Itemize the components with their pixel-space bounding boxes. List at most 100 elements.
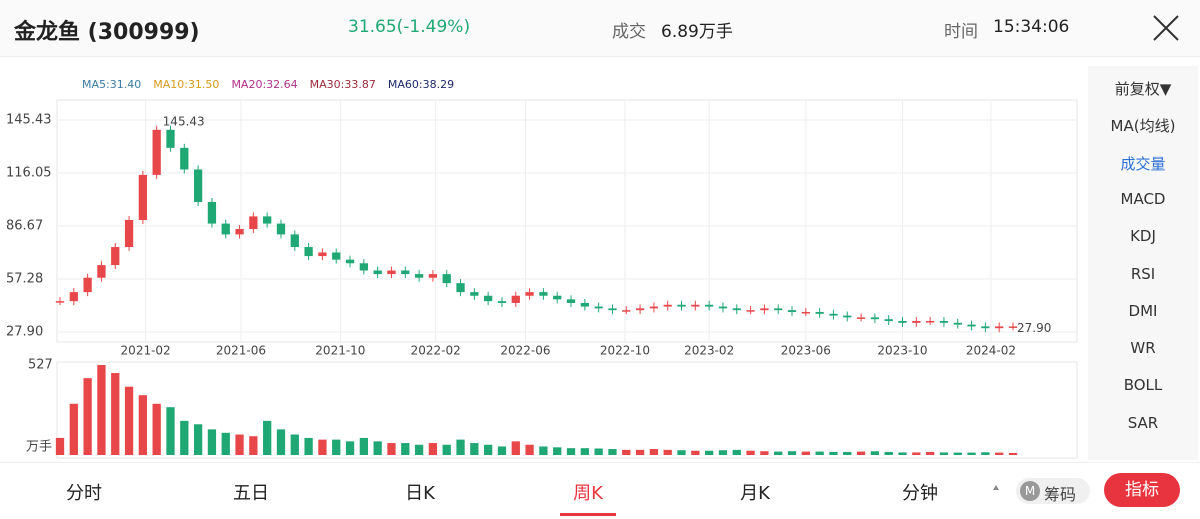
sidebar-item[interactable]: 成交量 bbox=[1120, 154, 1166, 173]
candle bbox=[981, 326, 990, 329]
volume-bar bbox=[553, 447, 562, 455]
volume-bar bbox=[829, 451, 838, 455]
y-tick-label: 116.05 bbox=[6, 165, 52, 180]
candle bbox=[152, 129, 161, 175]
candle bbox=[580, 302, 589, 307]
chips-label: 筹码 bbox=[1044, 485, 1077, 504]
tab[interactable]: 分时 bbox=[66, 483, 102, 504]
candle bbox=[746, 310, 755, 312]
sidebar-item[interactable]: WR bbox=[1130, 339, 1156, 358]
candle bbox=[304, 247, 313, 257]
candle bbox=[414, 274, 424, 278]
volume-bar bbox=[83, 378, 92, 455]
header-bar bbox=[0, 0, 1200, 57]
candle bbox=[456, 283, 465, 293]
ma-legend: MA10:31.50 bbox=[153, 78, 219, 91]
volume-bar bbox=[69, 403, 78, 455]
candle bbox=[525, 292, 534, 296]
volume-bar bbox=[221, 432, 230, 455]
volume-bar bbox=[180, 420, 189, 455]
volume-bar bbox=[539, 446, 548, 455]
candle bbox=[401, 270, 410, 275]
candle bbox=[815, 311, 824, 314]
candle bbox=[925, 320, 935, 323]
candle bbox=[801, 311, 810, 314]
volume-bar bbox=[677, 450, 686, 455]
volume-bar bbox=[967, 452, 976, 455]
candle bbox=[249, 216, 258, 230]
volume-bar bbox=[1008, 452, 1018, 455]
volume-bar bbox=[801, 451, 810, 455]
candle bbox=[373, 270, 382, 275]
chart: MA5:31.40 MA10:31.50 MA20:32.64 MA30:33.87 M… bbox=[6, 78, 1078, 459]
x-tick-label: 2023-06 bbox=[781, 344, 831, 358]
stock-name: 金龙鱼 (300999) bbox=[14, 20, 200, 45]
candle bbox=[221, 223, 230, 235]
volume-bar bbox=[787, 451, 797, 455]
tab[interactable]: 周K bbox=[573, 483, 603, 504]
candle bbox=[276, 223, 286, 235]
volume-bar bbox=[235, 434, 244, 455]
tab[interactable]: 五日 bbox=[233, 483, 269, 504]
volume-bar bbox=[332, 439, 341, 455]
sidebar-item[interactable]: RSI bbox=[1130, 264, 1156, 283]
x-tick-label: 2021-06 bbox=[216, 344, 266, 358]
close-button[interactable] bbox=[1152, 14, 1180, 42]
indicator-button[interactable]: 指标 bbox=[1104, 473, 1180, 507]
volume-bar bbox=[359, 437, 368, 455]
x-tick-label: 2024-02 bbox=[966, 344, 1016, 358]
volume-bar bbox=[925, 451, 935, 455]
candle bbox=[290, 234, 299, 248]
volume-bar bbox=[193, 424, 203, 455]
peak-annotation: 145.43 bbox=[163, 114, 205, 128]
volume-bar bbox=[649, 449, 659, 455]
volume-bar bbox=[428, 443, 438, 455]
candle bbox=[470, 292, 479, 296]
tab[interactable]: 日K bbox=[405, 483, 435, 504]
volume-bar bbox=[884, 451, 893, 455]
candle bbox=[856, 317, 866, 319]
volume-bar bbox=[152, 403, 161, 455]
sidebar-item[interactable]: MACD bbox=[1120, 189, 1166, 208]
candle bbox=[912, 320, 921, 323]
candle bbox=[1008, 326, 1018, 328]
candle bbox=[428, 274, 438, 278]
candle bbox=[635, 308, 645, 311]
candle bbox=[787, 310, 797, 312]
time-label: 时间 bbox=[944, 22, 978, 42]
volume-bar bbox=[138, 395, 148, 455]
volume-bar bbox=[746, 450, 755, 455]
y-tick-label: 27.90 bbox=[6, 325, 43, 340]
volume-bar bbox=[207, 429, 217, 455]
tab[interactable]: 分钟 bbox=[902, 483, 938, 504]
volume-bar bbox=[566, 448, 576, 455]
sidebar-item[interactable]: KDJ bbox=[1130, 227, 1156, 246]
sidebar-item[interactable]: MA(均线) bbox=[1110, 117, 1176, 136]
candle bbox=[995, 326, 1004, 329]
sidebar-item[interactable]: SAR bbox=[1127, 413, 1159, 432]
volume-bar bbox=[953, 452, 962, 455]
sidebar-item[interactable]: DMI bbox=[1128, 301, 1158, 320]
candle bbox=[594, 306, 603, 309]
tab[interactable]: 月K bbox=[740, 483, 770, 504]
volume-bar bbox=[939, 452, 949, 455]
volume-bar bbox=[608, 449, 617, 455]
volume-bar bbox=[870, 451, 880, 455]
candle bbox=[705, 304, 714, 307]
ma-legend: MA20:32.64 bbox=[231, 78, 297, 91]
volume-bar bbox=[718, 450, 728, 455]
volume-bar bbox=[843, 451, 852, 455]
volume-bar bbox=[635, 449, 645, 455]
candle bbox=[207, 201, 217, 224]
candle bbox=[566, 299, 576, 303]
volume-bar bbox=[912, 452, 921, 455]
sidebar-item[interactable]: 前复权▼ bbox=[1114, 80, 1172, 98]
volume-bar bbox=[456, 439, 465, 455]
volume-bar bbox=[318, 439, 327, 455]
tab-bar: 分时 五日 日K 周K 月K 分钟 bbox=[0, 462, 1200, 519]
sidebar-item[interactable]: BOLL bbox=[1123, 376, 1163, 395]
volume-bar bbox=[525, 444, 534, 455]
chips-button[interactable]: M 筹码 bbox=[1016, 478, 1090, 504]
candle bbox=[870, 317, 880, 320]
candle bbox=[608, 308, 617, 311]
